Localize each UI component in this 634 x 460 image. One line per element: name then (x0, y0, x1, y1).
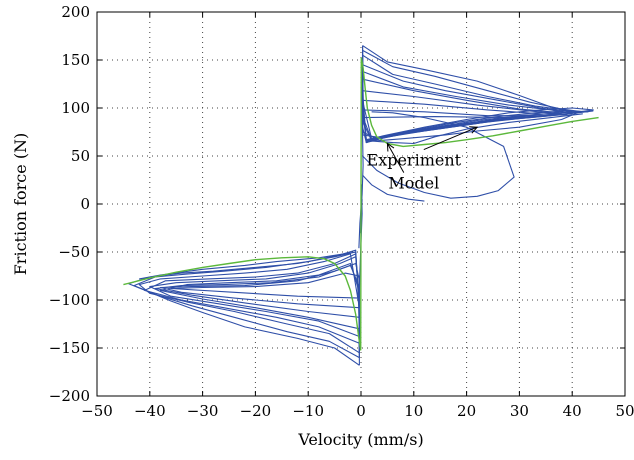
x-tick-label: 20 (457, 402, 476, 420)
y-tick-label: 50 (71, 147, 90, 165)
series-experiment (128, 45, 594, 366)
annotation-model-label: Model (388, 174, 439, 193)
y-tick-label: −200 (49, 387, 90, 405)
y-tick-label: 0 (80, 195, 90, 213)
y-tick-label: −50 (58, 243, 90, 261)
series-model (123, 57, 599, 351)
x-tick-label: −10 (292, 402, 324, 420)
experiment-trace-16 (138, 253, 360, 354)
experiment-trace-10 (366, 110, 594, 143)
x-tick-label: 0 (356, 402, 366, 420)
experiment-trace-21 (159, 262, 360, 309)
annotation-experiment-label: Experiment (367, 151, 462, 170)
x-tick-labels: −50 −40 −30 −20 −10 0 10 20 30 40 50 (81, 402, 634, 420)
annotation-model-arrow (386, 143, 405, 173)
x-tick-label: 50 (615, 402, 634, 420)
experiment-trace-18 (149, 256, 360, 338)
experiment-trace-11 (366, 113, 583, 145)
x-tick-label: −30 (187, 402, 219, 420)
x-tick-label: 40 (563, 402, 582, 420)
x-tick-label: −40 (134, 402, 166, 420)
experiment-trace-24 (358, 45, 364, 249)
x-axis-label: Velocity (mm/s) (297, 430, 423, 449)
annotations: Experiment Model (367, 126, 479, 193)
model-line (123, 57, 599, 351)
tick-marks (96, 11, 626, 397)
y-tick-label: −150 (49, 339, 90, 357)
experiment-trace-15 (133, 249, 360, 359)
y-axis-label: Friction force (N) (11, 133, 30, 276)
y-tick-label: 100 (61, 99, 90, 117)
series-layer (123, 45, 599, 366)
x-tick-label: 10 (404, 402, 423, 420)
experiment-trace-9 (362, 116, 510, 139)
experiment-trace-8 (362, 109, 552, 140)
experiment-trace-20 (154, 264, 360, 318)
y-tick-labels: −200 −150 −100 −50 0 50 100 150 200 (49, 3, 90, 405)
x-tick-label: −50 (81, 402, 113, 420)
experiment-trace-22 (170, 272, 360, 299)
y-tick-label: 200 (61, 3, 90, 21)
y-tick-label: 150 (61, 51, 90, 69)
annotation-model-arrowhead (386, 142, 395, 152)
experiment-trace-17 (143, 253, 360, 344)
annotation-experiment-arrowhead (469, 126, 479, 134)
annotation-experiment-arrow (423, 126, 478, 151)
experiment-trace-12 (362, 174, 425, 202)
experiment-trace-13 (362, 111, 515, 199)
y-tick-label: −100 (49, 291, 90, 309)
x-tick-label: −20 (240, 402, 272, 420)
experiment-trace-0 (362, 45, 594, 141)
x-tick-label: 30 (510, 402, 529, 420)
